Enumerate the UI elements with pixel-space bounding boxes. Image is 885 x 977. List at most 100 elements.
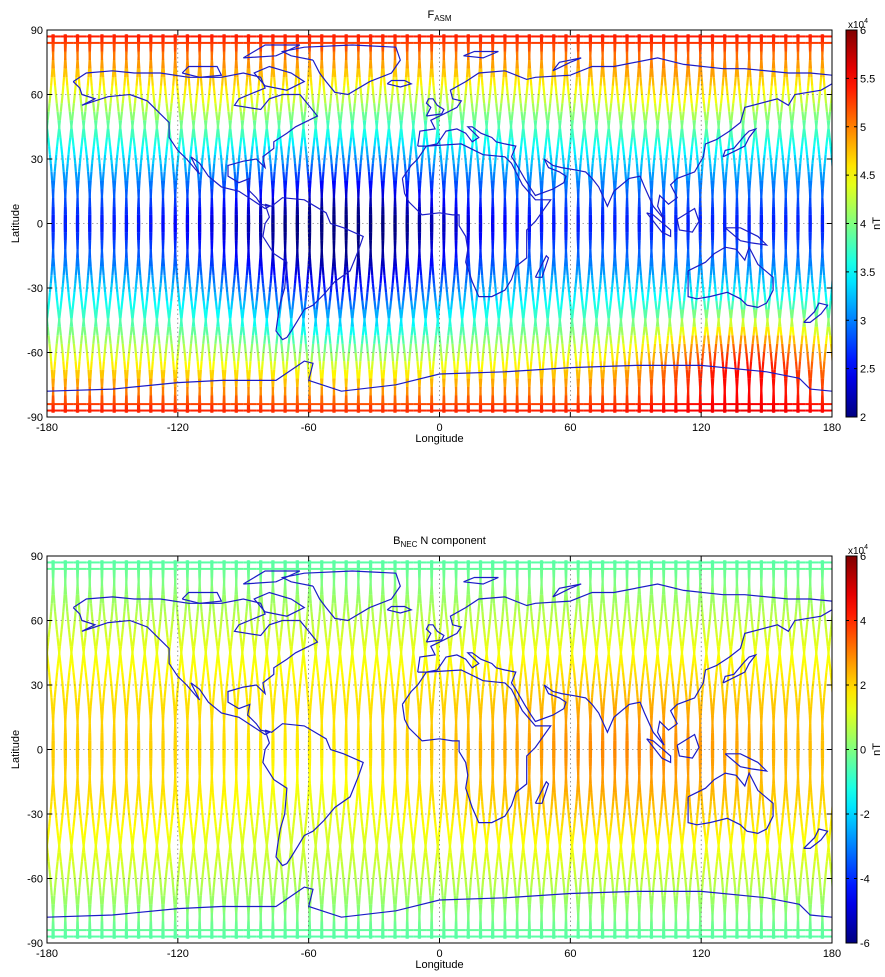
track-segment [293,163,297,172]
track-segment [589,257,593,267]
track-segment [483,111,487,121]
track-segment [328,292,332,302]
track-segment [636,77,640,86]
track-segment [370,68,373,78]
track-segment [449,111,453,121]
track-segment [56,309,61,319]
track-segment [200,154,204,164]
track-segment [142,128,146,138]
track-segment [453,361,456,370]
track-segment [592,343,596,353]
track-segment [488,352,492,362]
track-segment [66,283,70,293]
track-segment [623,85,627,95]
track-segment [154,111,158,121]
track-segment [255,145,259,155]
track-segment [221,266,225,276]
track-segment [96,102,100,112]
track-segment [664,352,668,362]
track-segment [187,274,191,284]
track-segment [172,361,175,370]
track-segment [370,266,374,276]
track-segment [521,128,525,138]
track-segment [513,85,517,95]
track-segment [189,94,193,104]
track-segment [575,77,578,86]
track-segment [404,361,408,370]
track-segment [560,145,564,155]
track-segment [98,85,102,95]
track-segment [124,369,127,379]
track-segment [235,257,239,267]
track-segment [199,369,202,379]
track-segment [617,137,621,147]
track-segment [315,137,319,147]
track-segment [295,369,298,379]
track-segment [134,283,138,293]
track-segment [658,102,662,112]
track-segment [145,102,149,112]
track-segment [464,352,468,362]
track-segment [555,292,559,302]
track-segment [671,343,675,353]
track-segment [33,138,34,147]
track-segment [194,94,198,104]
track-segment [272,68,276,78]
track-segment [247,257,251,267]
track-segment [556,300,560,310]
track-segment [265,120,269,130]
track-segment [223,378,226,387]
track-segment [113,180,117,190]
track-segment [677,283,681,293]
track-segment [365,292,369,302]
track-segment [528,68,532,78]
track-segment [180,317,184,327]
track-segment [44,344,45,353]
track-segment [506,343,510,353]
track-segment [658,145,662,155]
track-segment [526,171,530,181]
track-segment [214,335,218,345]
track-segment [138,266,142,276]
track-segment [464,85,468,95]
track-segment [215,326,219,336]
track-segment [143,120,147,130]
track-segment [450,335,454,345]
track-segment [616,145,620,155]
track-segment [406,68,410,78]
track-segment [648,77,652,86]
track-segment [455,378,458,387]
track-segment [299,292,303,302]
track-segment [376,137,380,147]
track-segment [71,102,75,112]
track-segment [652,154,656,164]
track-segment [460,317,464,327]
track-segment [469,85,473,95]
track-segment [267,292,271,302]
track-segment [577,369,581,379]
track-segment [397,300,402,310]
track-segment [402,94,406,104]
track-segment [382,180,385,190]
track-segment [462,300,466,310]
track-segment [532,300,536,310]
track-segment [182,343,186,353]
track-segment [691,326,695,336]
track-segment [29,181,30,190]
track-segment [210,378,214,387]
track-segment [431,257,434,267]
track-segment [187,163,191,173]
track-segment [644,111,649,121]
track-segment [367,163,371,173]
track-segment [408,352,412,362]
track-segment [562,85,566,95]
track-segment [179,128,183,138]
track-segment [233,266,237,276]
track-segment [648,275,651,284]
track-segment [81,309,85,319]
track-segment [391,361,395,370]
track-segment [141,137,145,147]
track-segment [681,326,685,336]
track-segment [170,94,174,104]
track-segment [349,111,353,121]
